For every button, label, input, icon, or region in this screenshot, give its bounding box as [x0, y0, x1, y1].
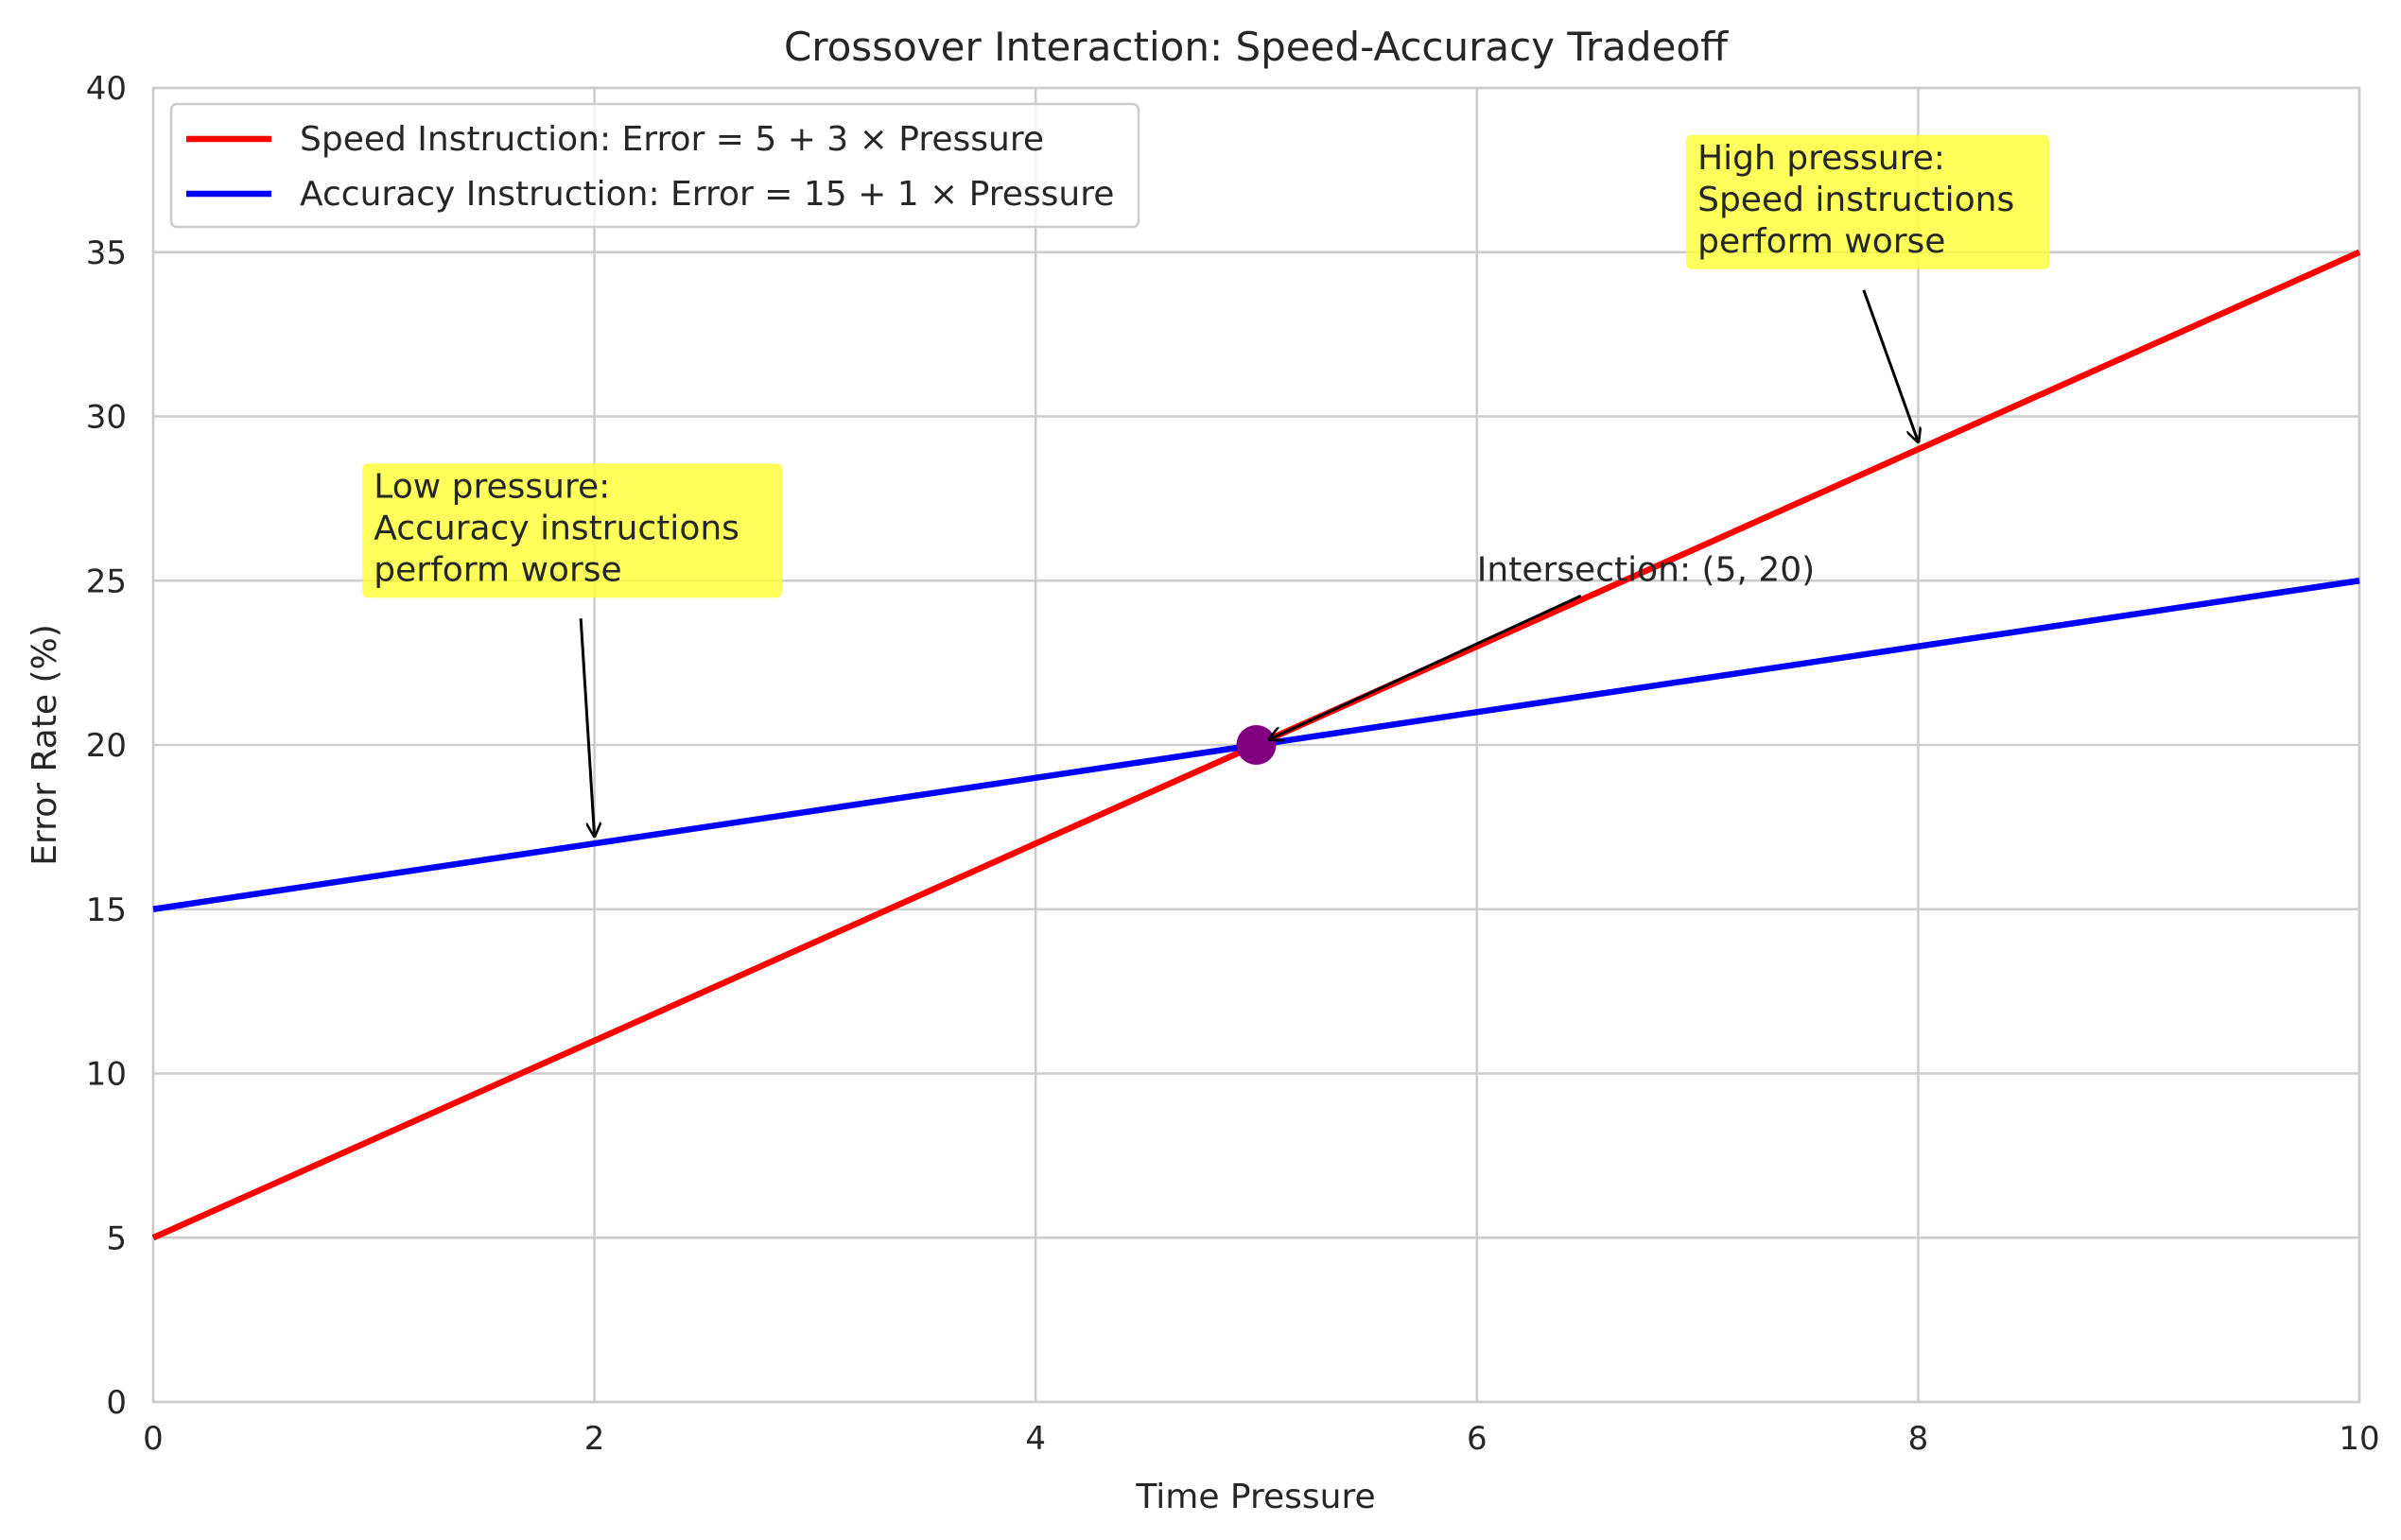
y-tick-label: 30: [86, 399, 127, 437]
annotations-layer: Low pressure:Accuracy instructionsperfor…: [362, 134, 2050, 837]
annotation-text-line: Speed instructions: [1697, 181, 2014, 219]
y-axis-label: Error Rate (%): [26, 624, 64, 865]
annotation-high: High pressure:Speed instructionsperform …: [1686, 134, 2050, 442]
legend: Speed Instruction: Error = 5 + 3 × Press…: [169, 102, 1140, 229]
annotation-box: [1686, 134, 2050, 269]
annotation-text-line: perform worse: [374, 550, 621, 589]
y-tick-label: 35: [86, 234, 127, 272]
x-axis-label: Time Pressure: [1135, 1478, 1375, 1516]
y-tick-label: 10: [86, 1056, 127, 1094]
legend-box: [169, 102, 1140, 229]
annotation-text-line: Low pressure:: [374, 467, 610, 506]
annotation-text-line: Accuracy instructions: [374, 509, 739, 547]
plot-frame: [151, 86, 2361, 1404]
legend-label: Accuracy Instruction: Error = 15 + 1 × P…: [300, 175, 1114, 214]
x-tick-label: 8: [1908, 1420, 1929, 1458]
annotation-text-line: perform worse: [1697, 222, 1945, 261]
annotation-intersection: Intersection: (5, 20): [1270, 550, 1815, 739]
annotation-arrow: [1270, 594, 1582, 739]
annotation-box: [362, 463, 783, 598]
series-layer: [151, 249, 2361, 1241]
y-tick-label: 15: [86, 891, 127, 929]
intersection-point: [1236, 725, 1277, 765]
y-tick-label: 20: [86, 727, 127, 765]
y-tick-label: 0: [106, 1384, 127, 1422]
annotation-text-line: Intersection: (5, 20): [1477, 550, 1815, 589]
y-tick-label: 25: [86, 562, 127, 600]
tick-labels: 0 2 4 6 8 10 0 5 10 15 20 25 30 35 40: [86, 70, 2380, 1458]
annotation-arrow: [1862, 289, 1919, 442]
x-tick-label: 4: [1025, 1420, 1046, 1458]
legend-label: Speed Instruction: Error = 5 + 3 × Press…: [300, 120, 1044, 159]
y-tick-label: 5: [106, 1220, 127, 1257]
annotation-low: Low pressure:Accuracy instructionsperfor…: [362, 463, 783, 836]
annotation-text-line: High pressure:: [1697, 139, 1945, 178]
y-tick-label: 40: [86, 70, 127, 108]
x-tick-label: 0: [143, 1420, 164, 1458]
x-tick-label: 2: [584, 1420, 605, 1458]
x-tick-label: 6: [1467, 1420, 1488, 1458]
x-tick-label: 10: [2339, 1420, 2379, 1458]
chart-title: Crossover Interaction: Speed-Accuracy Tr…: [784, 24, 1729, 70]
annotation-arrow: [579, 618, 594, 836]
